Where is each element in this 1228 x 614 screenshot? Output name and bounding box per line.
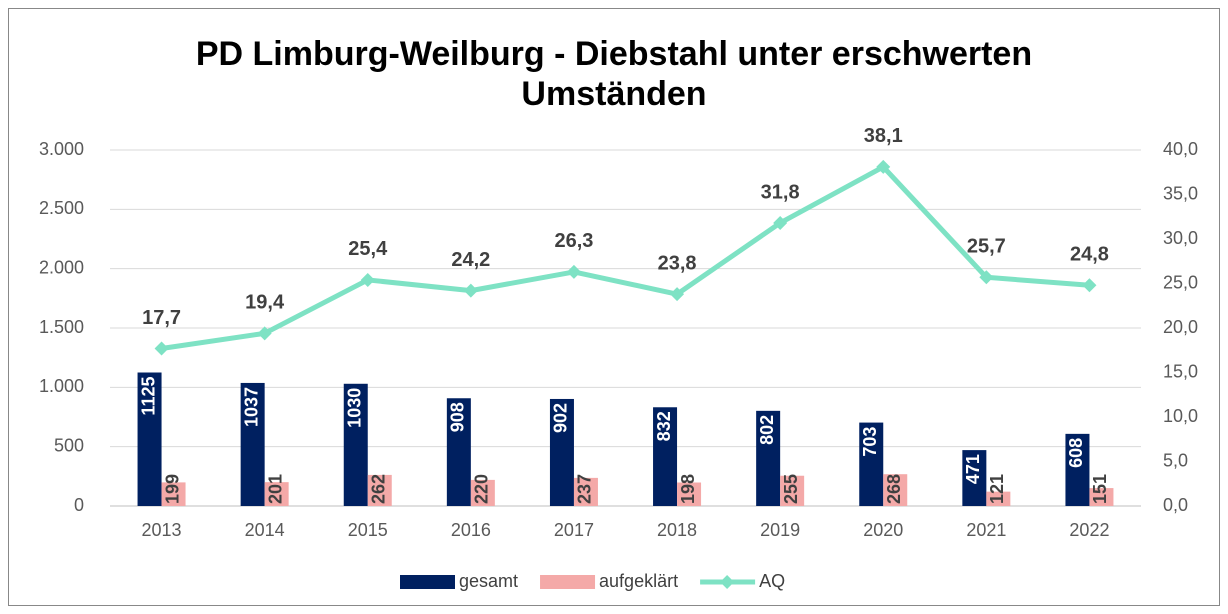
bar-label: 199 xyxy=(162,474,182,504)
x-tick-label: 2017 xyxy=(554,520,594,540)
x-tick-label: 2015 xyxy=(348,520,388,540)
line-marker xyxy=(773,215,788,230)
y2-tick-label: 0,0 xyxy=(1163,495,1188,515)
line-marker xyxy=(670,287,685,302)
bar xyxy=(161,482,186,506)
bar xyxy=(677,482,702,506)
y-tick-label: 2.500 xyxy=(39,198,84,218)
bar-label: 268 xyxy=(884,474,904,504)
bar-label: 1125 xyxy=(138,377,158,416)
bar xyxy=(1065,433,1090,506)
y2-tick-label: 40,0 xyxy=(1163,139,1198,159)
y2-tick-label: 5,0 xyxy=(1163,450,1188,470)
data-label: 24,2 xyxy=(451,249,490,271)
bar xyxy=(137,372,162,506)
data-label: 25,7 xyxy=(967,236,1006,258)
bar xyxy=(240,382,265,506)
y-tick-label: 1.000 xyxy=(39,376,84,396)
x-tick-label: 2019 xyxy=(760,520,800,540)
y-tick-label: 3.000 xyxy=(39,139,84,159)
line-marker xyxy=(360,272,375,287)
bar xyxy=(549,398,574,506)
y-tick-label: 0 xyxy=(74,495,84,515)
y2-tick-label: 30,0 xyxy=(1163,228,1198,248)
bar-label: 832 xyxy=(654,411,674,441)
y2-tick-label: 35,0 xyxy=(1163,183,1198,203)
bar-label: 608 xyxy=(1066,438,1086,468)
data-label: 19,4 xyxy=(245,292,285,314)
bar-label: 198 xyxy=(678,474,698,504)
y-tick-label: 1.500 xyxy=(39,317,84,337)
x-tick-label: 2020 xyxy=(863,520,903,540)
bar xyxy=(573,477,598,506)
bar xyxy=(756,410,781,506)
bar xyxy=(780,475,805,506)
y2-tick-label: 20,0 xyxy=(1163,317,1198,337)
data-label: 31,8 xyxy=(761,181,800,203)
bar xyxy=(264,482,289,506)
bar-label: 220 xyxy=(472,474,492,504)
bar-label: 471 xyxy=(963,454,983,484)
bar-label: 703 xyxy=(860,427,880,457)
data-label: 24,8 xyxy=(1070,244,1109,266)
bar-label: 1030 xyxy=(345,388,365,428)
legend-marker xyxy=(720,575,735,589)
bar-label: 802 xyxy=(757,415,777,445)
bar-label: 908 xyxy=(448,402,468,432)
legend-label: AQ xyxy=(759,571,785,591)
y2-tick-label: 10,0 xyxy=(1163,406,1198,426)
bar xyxy=(343,383,368,506)
data-label: 26,3 xyxy=(554,230,593,252)
bar-label: 255 xyxy=(781,474,801,504)
line-marker xyxy=(979,270,994,285)
bar xyxy=(859,422,884,506)
bar xyxy=(446,398,471,506)
x-tick-label: 2022 xyxy=(1069,520,1109,540)
x-tick-label: 2016 xyxy=(451,520,491,540)
line-marker xyxy=(1082,278,1097,293)
bar xyxy=(1089,488,1114,506)
legend-label: aufgeklärt xyxy=(599,571,678,591)
x-tick-label: 2018 xyxy=(657,520,697,540)
bar xyxy=(986,491,1011,506)
bar-label: 151 xyxy=(1090,474,1110,504)
line xyxy=(161,164,1090,351)
bar xyxy=(367,474,392,506)
data-label: 17,7 xyxy=(142,307,181,329)
y2-tick-label: 25,0 xyxy=(1163,272,1198,292)
legend-swatch xyxy=(540,575,596,589)
x-tick-label: 2021 xyxy=(966,520,1006,540)
data-label: 23,8 xyxy=(658,252,697,274)
bar-label: 201 xyxy=(265,474,285,504)
y2-tick-label: 15,0 xyxy=(1163,361,1198,381)
bar-label: 1037 xyxy=(241,387,261,427)
bar xyxy=(653,407,678,506)
line-marker xyxy=(566,264,581,279)
legend-swatch xyxy=(400,575,455,589)
chart-title: PD Limburg-Weilburg - Diebstahl unter er… xyxy=(195,35,1033,113)
line-marker xyxy=(876,159,891,174)
bar-label: 262 xyxy=(369,474,389,504)
bar xyxy=(962,450,987,506)
line-marker xyxy=(257,326,272,341)
y-tick-label: 2.000 xyxy=(39,257,84,277)
x-tick-label: 2014 xyxy=(245,520,285,540)
y-tick-label: 500 xyxy=(54,435,84,455)
line-marker xyxy=(463,283,478,298)
bar-label: 237 xyxy=(575,474,595,504)
bar-label: 121 xyxy=(987,474,1007,504)
data-label: 38,1 xyxy=(864,125,903,147)
data-label: 25,4 xyxy=(348,238,388,260)
bar-label: 902 xyxy=(551,403,571,433)
x-tick-label: 2013 xyxy=(142,520,182,540)
bar xyxy=(883,474,908,506)
legend-label: gesamt xyxy=(459,571,518,591)
bar xyxy=(470,479,495,506)
line-marker xyxy=(154,341,169,356)
